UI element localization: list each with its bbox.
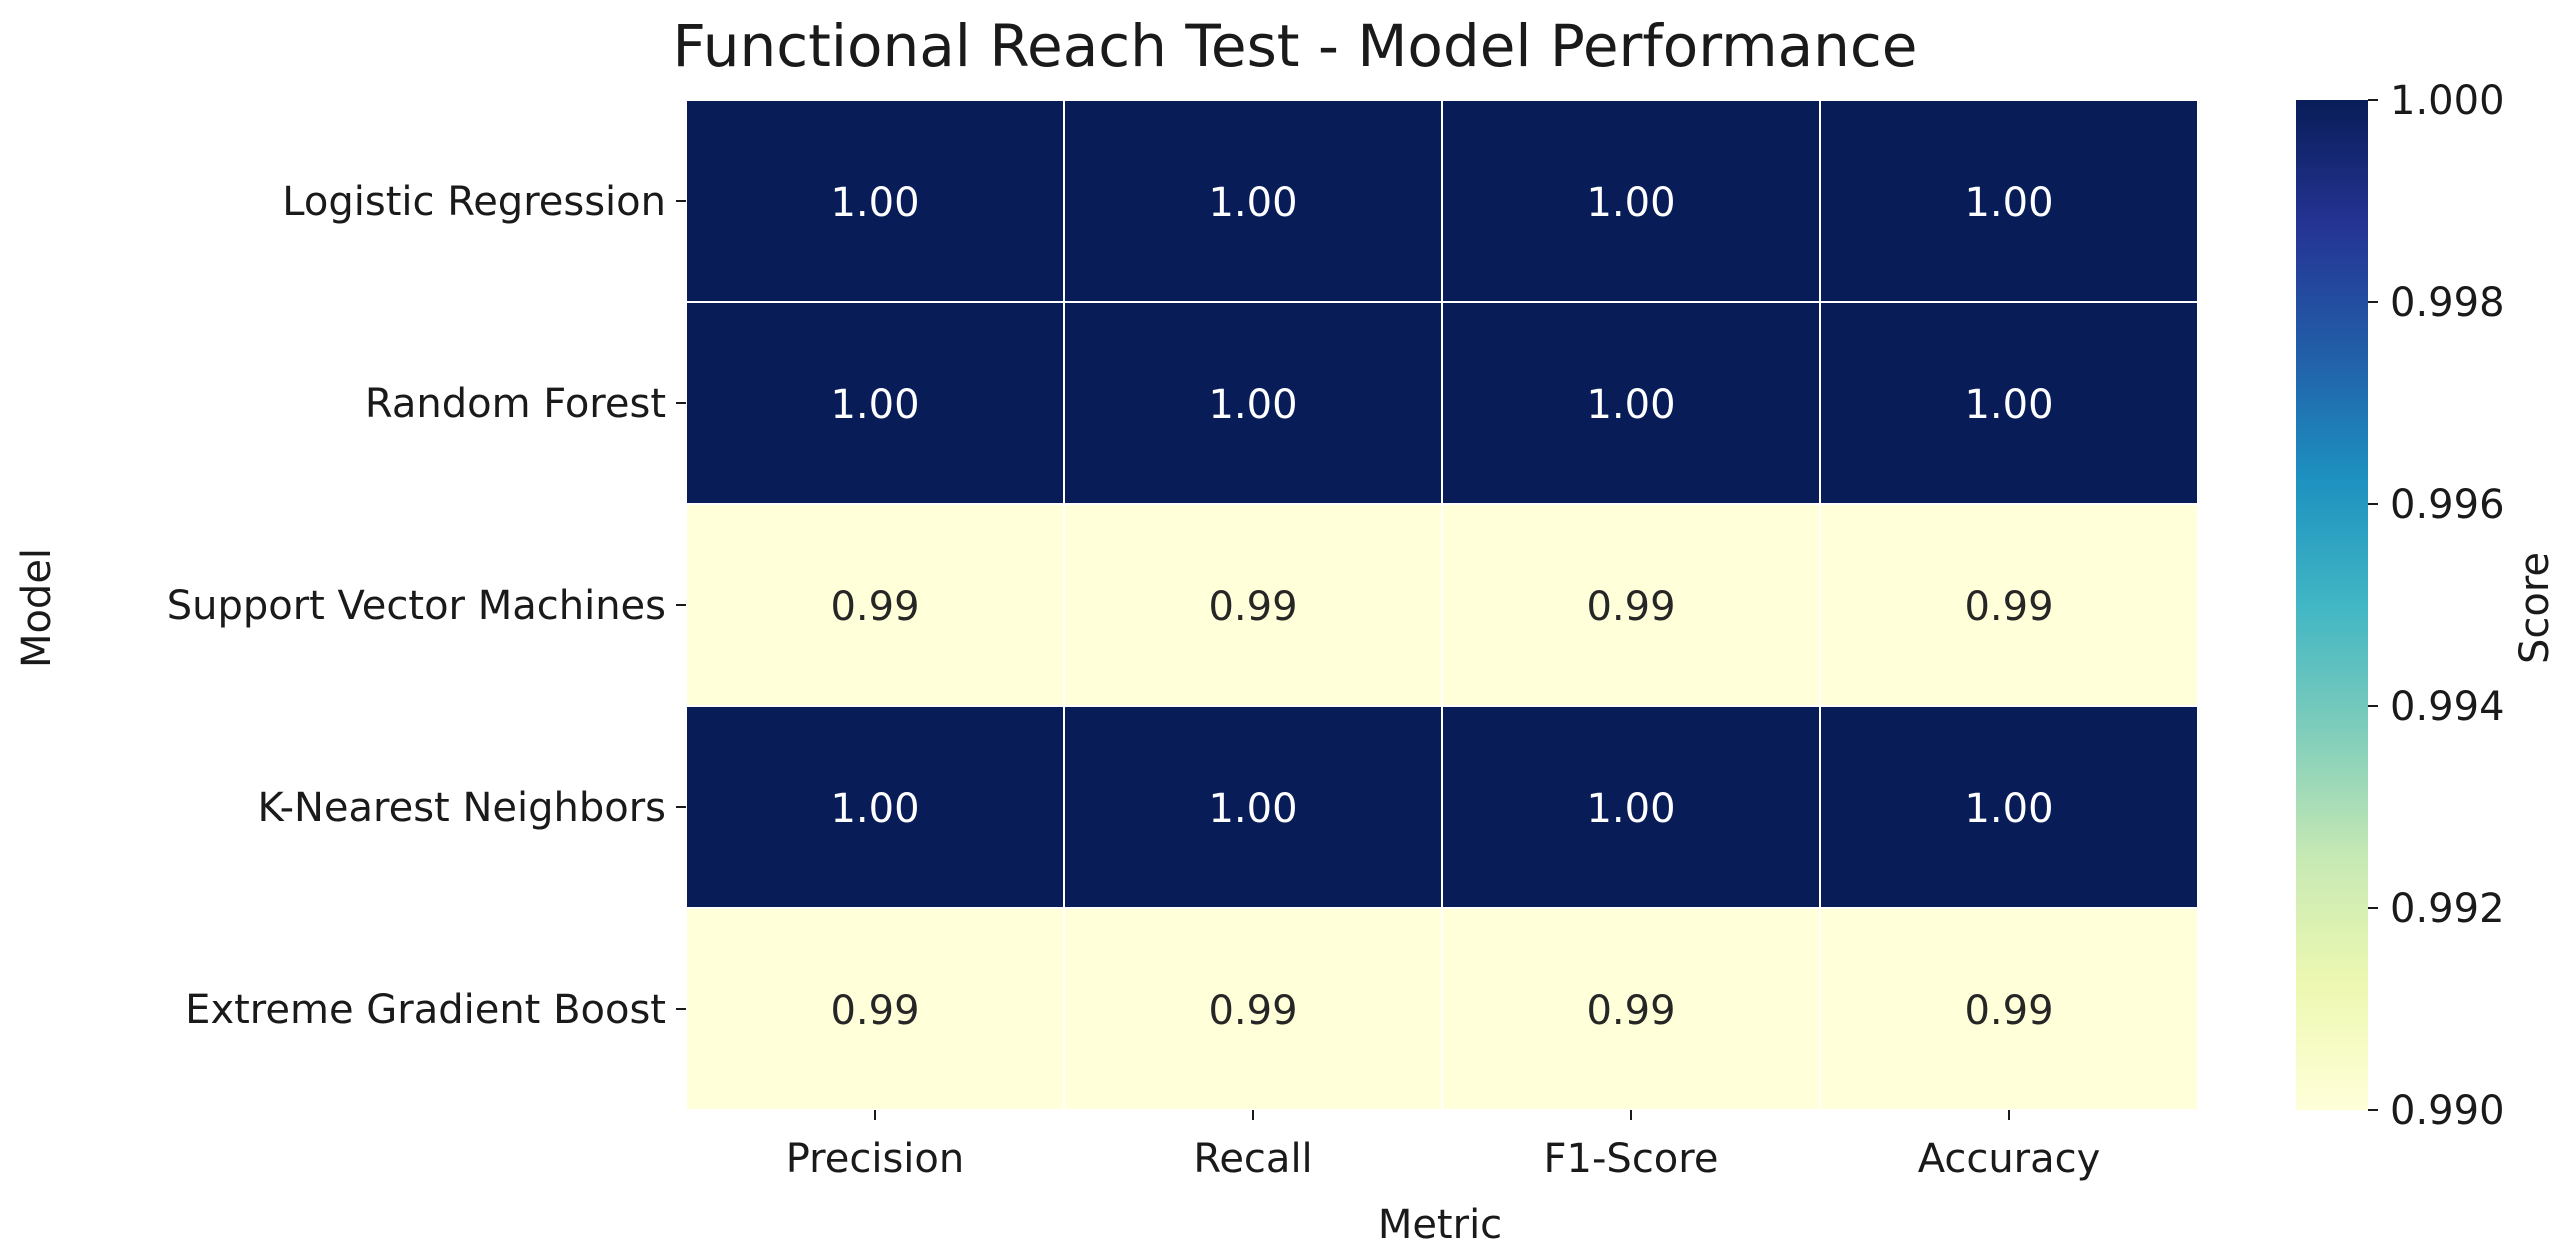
x-tick-label: Recall xyxy=(1193,1136,1312,1182)
cell-value-label: 1.00 xyxy=(1586,786,1675,832)
y-axis-label: Model xyxy=(14,548,60,668)
y-tick-label: K-Nearest Neighbors xyxy=(258,785,666,831)
cell-value-label: 1.00 xyxy=(1586,180,1675,226)
heatmap-cell xyxy=(1819,301,2199,505)
heatmap-cell xyxy=(685,301,1065,505)
heatmap-cell xyxy=(1063,301,1443,505)
x-tick-label: Precision xyxy=(786,1136,964,1182)
cell-value-label: 1.00 xyxy=(1586,382,1675,428)
cell-value-label: 0.99 xyxy=(830,988,919,1034)
heatmap-cells: 1.00 1.00 1.00 1.00 1.00 1.00 1.00 1.00 0.99 0.99… xyxy=(685,99,2199,1111)
cell-value-label: 1.00 xyxy=(1964,786,2053,832)
colorbar: 0.990 0.992 0.994 0.996 0.998 1.000 xyxy=(2296,78,2505,1134)
colorbar-tick-label: 0.998 xyxy=(2390,280,2505,326)
cell-value-label: 0.99 xyxy=(830,584,919,630)
chart-title: Functional Reach Test - Model Performanc… xyxy=(673,12,1918,80)
heatmap-cell xyxy=(1063,99,1443,303)
heatmap-cell xyxy=(1819,99,2199,303)
x-tick-label: F1-Score xyxy=(1544,1136,1719,1182)
colorbar-tick-label: 0.994 xyxy=(2390,684,2505,730)
heatmap-cell xyxy=(685,907,1065,1111)
cell-value-label: 1.00 xyxy=(830,382,919,428)
y-tick-label: Support Vector Machines xyxy=(167,583,666,629)
heatmap-cell xyxy=(1819,705,2199,909)
cell-value-label: 1.00 xyxy=(1208,180,1297,226)
heatmap-cell xyxy=(1819,503,2199,707)
heatmap-cell xyxy=(1441,705,1821,909)
colorbar-gradient xyxy=(2296,100,2368,1110)
heatmap-cell xyxy=(1819,907,2199,1111)
y-tick-label: Logistic Regression xyxy=(282,179,666,225)
heatmap-cell xyxy=(1441,99,1821,303)
x-tick-label: Accuracy xyxy=(1918,1136,2101,1182)
cell-value-label: 0.99 xyxy=(1208,584,1297,630)
x-axis-label: Metric xyxy=(1378,1202,1502,1248)
colorbar-tick-label: 1.000 xyxy=(2390,78,2505,124)
cell-value-label: 1.00 xyxy=(1208,382,1297,428)
heatmap-cell xyxy=(685,99,1065,303)
heatmap-cell xyxy=(1063,503,1443,707)
cell-value-label: 0.99 xyxy=(1586,584,1675,630)
heatmap-cell xyxy=(685,705,1065,909)
colorbar-label: Score xyxy=(2512,552,2558,664)
colorbar-tick-label: 0.996 xyxy=(2390,482,2505,528)
colorbar-tick-label: 0.990 xyxy=(2390,1088,2505,1134)
y-tick-label: Random Forest xyxy=(365,381,666,427)
cell-value-label: 1.00 xyxy=(1964,180,2053,226)
cell-value-label: 0.99 xyxy=(1964,988,2053,1034)
y-tick-label: Extreme Gradient Boost xyxy=(185,987,666,1033)
cell-value-label: 1.00 xyxy=(830,180,919,226)
heatmap-cell xyxy=(1063,705,1443,909)
heatmap-cell xyxy=(1441,907,1821,1111)
x-axis-ticks: Precision Recall F1-Score Accuracy xyxy=(786,1110,2101,1182)
cell-value-label: 1.00 xyxy=(1964,382,2053,428)
cell-value-label: 0.99 xyxy=(1208,988,1297,1034)
cell-value-label: 0.99 xyxy=(1586,988,1675,1034)
colorbar-tick-label: 0.992 xyxy=(2390,886,2505,932)
cell-value-label: 1.00 xyxy=(830,786,919,832)
cell-value-label: 0.99 xyxy=(1964,584,2053,630)
cell-value-label: 1.00 xyxy=(1208,786,1297,832)
heatmap-cell xyxy=(1063,907,1443,1111)
y-axis-ticks: Logistic Regression Random Forest Support … xyxy=(167,179,686,1033)
